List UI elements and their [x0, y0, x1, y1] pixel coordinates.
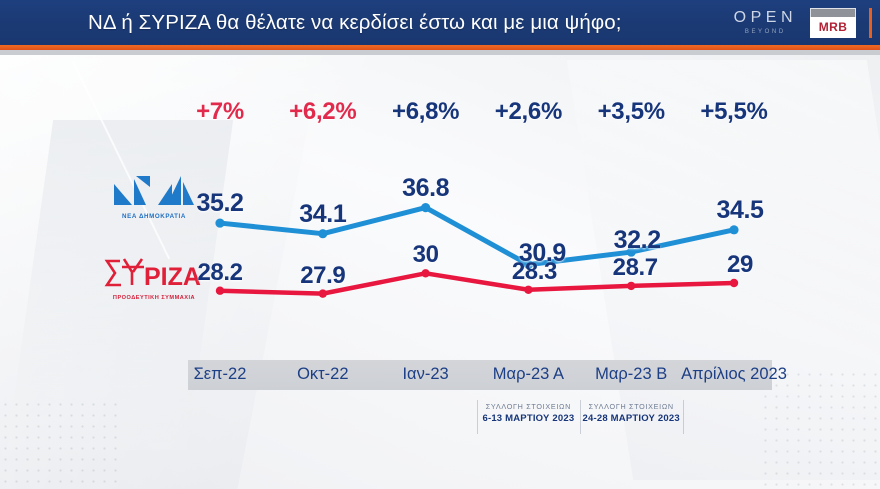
nd-series-markers [215, 203, 739, 270]
difference-label: +3,5% [597, 98, 666, 125]
nd-value-label: 34.5 [716, 195, 764, 224]
open-beyond-logo: OPEN BEYOND [733, 9, 797, 36]
data-point-marker [729, 225, 739, 235]
collection-period-dates: 24-28 ΜΑΡΤΙΟΥ 2023 [582, 413, 680, 424]
data-point-marker [627, 281, 636, 291]
chart-svg [215, 203, 739, 298]
syriza-value-label: 28.3 [511, 257, 558, 285]
difference-label: +6,2% [289, 98, 357, 125]
difference-labels-row: +7% +6,2% +6,8% +2,6% +3,5% +5,5% [196, 98, 768, 130]
note-separator [579, 400, 581, 434]
syriza-party-logo: ΡΙΖΑ ΠΡΟΟΔΕΥΤΙΚΗ ΣΥΜΜΑΧΙΑ [100, 258, 208, 301]
mrb-logo-bar [810, 7, 856, 17]
syriza-logo-icon: ΡΙΖΑ [104, 258, 201, 291]
svg-text:ΡΙΖΑ: ΡΙΖΑ [144, 263, 201, 288]
header-bar: ΝΔ ή ΣΥΡΙΖΑ θα θέλατε να κερδίσει έστω κ… [0, 0, 880, 45]
difference-label: +6,8% [391, 98, 460, 125]
nd-value-label: 36.8 [402, 173, 450, 202]
x-axis-labels: Σεπ-22 Οκτ-22 Ιαν-23 Μαρ-23 Α Μαρ-23 Β Απρίλι… [193, 360, 787, 390]
x-axis-label: Οκτ-22 [297, 365, 349, 383]
collection-period-note: ΣΥΛΛΟΓΗ ΣΤΟΙΧΕΙΩΝ 24-28 ΜΑΡΤΙΟΥ 2023 [583, 402, 680, 424]
orange-accent-bar [869, 7, 872, 38]
x-axis-label: Μαρ-23 Β [595, 365, 668, 383]
x-axis-label: Ιαν-23 [402, 365, 449, 383]
nd-value-label: 32.2 [613, 226, 661, 255]
collection-period-caption: ΣΥΛΛΟΓΗ ΣΤΟΙΧΕΙΩΝ [588, 402, 674, 411]
data-point-marker [421, 203, 431, 213]
syriza-value-label: 29 [727, 251, 753, 278]
data-point-marker [215, 218, 225, 228]
nd-value-label: 35.2 [196, 189, 244, 218]
note-separator [477, 400, 478, 434]
note-separator [682, 400, 684, 434]
open-logo-subtitle: BEYOND [744, 29, 786, 35]
x-axis-label: Απρίλιος 2023 [681, 365, 787, 383]
collection-period-notes: ΣΥΛΛΟΓΗ ΣΤΟΙΧΕΙΩΝ 6-13 ΜΑΡΤΙΟΥ 2023 ΣΥΛΛΟΓ… [196, 400, 758, 436]
mrb-logo-text: MRB [818, 19, 848, 34]
data-point-marker [523, 260, 533, 270]
nd-value-label: 34.1 [299, 199, 347, 228]
data-point-marker [626, 247, 636, 257]
background-dot-pattern-left [0, 399, 120, 489]
data-point-marker [318, 289, 327, 298]
syriza-value-label: 30 [412, 241, 439, 269]
collection-period-note: ΣΥΛΛΟΓΗ ΣΤΟΙΧΕΙΩΝ 6-13 ΜΑΡΤΙΟΥ 2023 [482, 402, 574, 424]
nd-logo-subtitle: ΝΕΑ ΔΗΜΟΚΡΑΤΙΑ [122, 213, 186, 220]
data-point-marker [729, 278, 739, 288]
nd-series-line [217, 205, 737, 268]
syriza-series-line [217, 271, 737, 296]
nd-party-logo: ΝΕΑ ΔΗΜΟΚΡΑΤΙΑ [106, 176, 202, 220]
nd-value-label: 30.9 [518, 238, 566, 267]
syriza-value-label: 28.2 [197, 258, 243, 286]
header-logos: OPEN BEYOND MRB [734, 0, 872, 45]
background-dot-pattern-right [760, 369, 880, 489]
orange-divider [0, 45, 880, 50]
syriza-logo-subtitle: ΠΡΟΟΔΕΥΤΙΚΗ ΣΥΜΜΑΧΙΑ [112, 295, 196, 301]
data-point-marker [421, 269, 430, 278]
data-point-marker [318, 229, 328, 239]
collection-period-dates: 6-13 ΜΑΡΤΙΟΥ 2023 [482, 413, 575, 424]
background-highlight-line [71, 60, 171, 260]
page-title: ΝΔ ή ΣΥΡΙΖΑ θα θέλατε να κερδίσει έστω κ… [88, 10, 622, 34]
x-axis-label: Σεπ-22 [193, 365, 247, 383]
difference-label: +5,5% [700, 98, 768, 125]
difference-label: +7% [196, 98, 244, 125]
collection-period-caption: ΣΥΛΛΟΓΗ ΣΤΟΙΧΕΙΩΝ [485, 402, 571, 411]
x-axis-label: Μαρ-23 Α [492, 365, 564, 383]
mrb-logo: MRB [810, 7, 856, 38]
line-chart-plot: 35.2 34.1 36.8 30.9 32.2 34.5 28.2 27.9 30 28.3 2… [196, 150, 764, 350]
mrb-logo-text-box: MRB [810, 16, 856, 38]
grey-divider [0, 50, 880, 55]
syriza-series-markers [215, 269, 739, 298]
nd-logo-icon [114, 176, 194, 205]
difference-label: +2,6% [494, 98, 563, 125]
data-point-marker [524, 285, 533, 294]
open-logo-word: OPEN [733, 9, 797, 26]
x-axis-band [188, 360, 772, 390]
syriza-value-label: 28.7 [612, 253, 659, 281]
syriza-value-label: 27.9 [300, 261, 346, 289]
data-point-marker [215, 286, 225, 295]
